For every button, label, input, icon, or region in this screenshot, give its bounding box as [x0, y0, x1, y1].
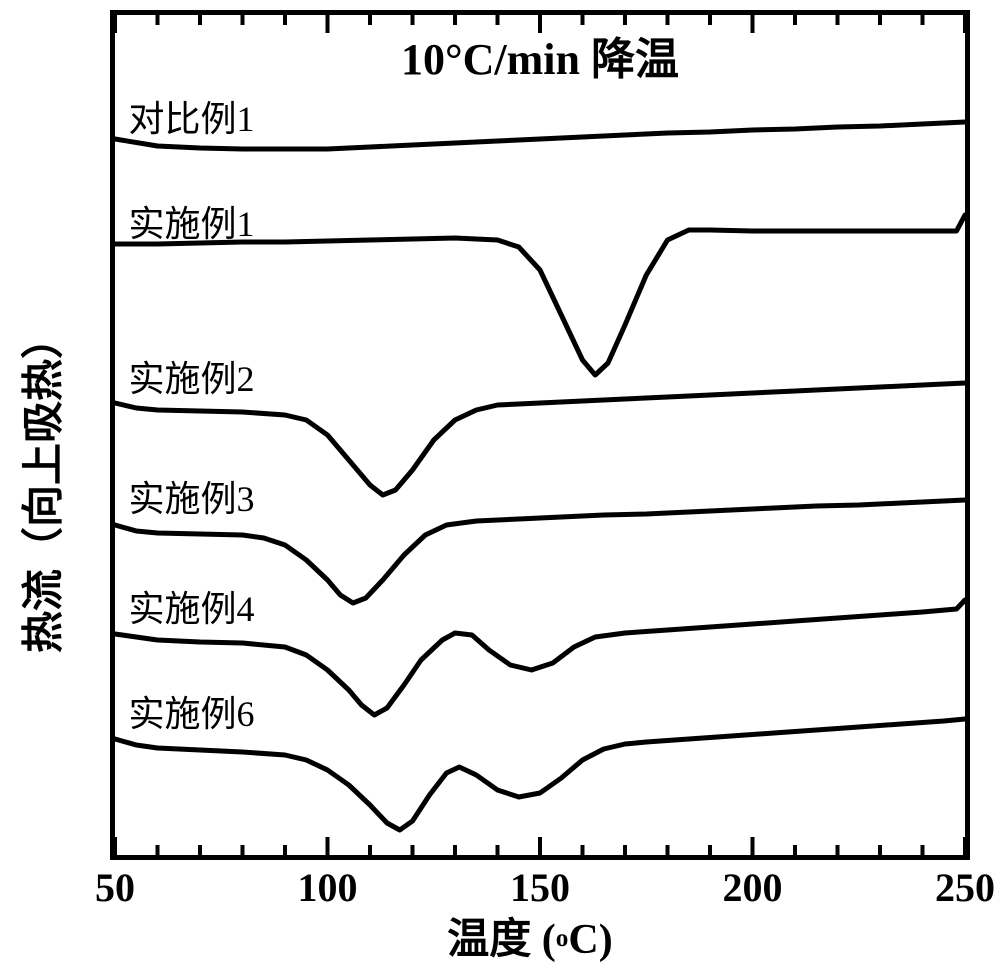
x-axis-label-degree: o	[556, 925, 569, 952]
curve-label-实施例2: 实施例2	[129, 350, 255, 402]
curve-label-对比例1: 对比例1	[129, 90, 255, 142]
curve-label-实施例1: 实施例1	[129, 195, 255, 247]
y-axis-label: 热流（向上吸热）	[10, 317, 71, 653]
x-tick-250: 250	[935, 864, 995, 911]
curve-label-实施例4: 实施例4	[129, 580, 255, 632]
x-tick-100: 100	[298, 864, 358, 911]
dsc-chart: 热流（向上吸热） 10°C/min 降温 对比例1实施例1实施例2实施例3实施例…	[80, 10, 980, 960]
curve-label-实施例3: 实施例3	[129, 470, 255, 522]
plot-area: 10°C/min 降温 对比例1 实施例1 实施例2 实施例3 实施例4 实施例6	[110, 10, 970, 860]
x-tick-200: 200	[723, 864, 783, 911]
x-tick-50: 50	[95, 864, 135, 911]
x-axis-label-pre: 温度 (	[447, 917, 556, 963]
chart-title: 10°C/min 降温	[401, 23, 679, 87]
x-tick-150: 150	[510, 864, 570, 911]
x-axis-label: 温度 (oC)	[447, 905, 612, 966]
x-axis-label-post: C)	[568, 917, 612, 963]
curve-label-实施例6: 实施例6	[129, 685, 255, 737]
